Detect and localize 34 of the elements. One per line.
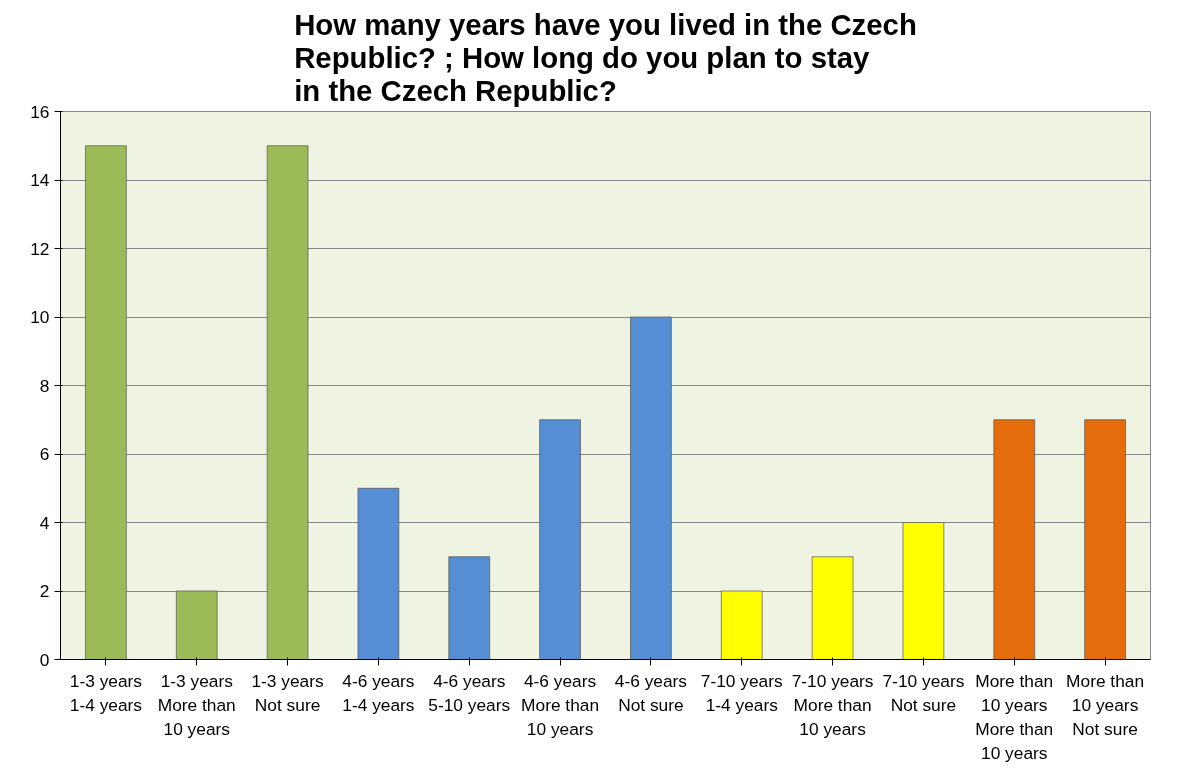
x-tick-label: 7-10 years Not sure (882, 670, 965, 715)
y-tick-label: 0 (39, 649, 50, 670)
bar (1084, 419, 1126, 660)
bar (539, 419, 581, 660)
y-tick-label: 6 (39, 444, 50, 464)
y-tick-label: 4 (39, 512, 50, 533)
bar (902, 522, 945, 660)
y-tick-label: 14 (30, 170, 50, 190)
y-tick-label: 16 (30, 101, 50, 122)
y-tick-label: 12 (30, 238, 50, 259)
x-tick-label: 1-3 years Not sure (251, 670, 325, 715)
chart-title: How many years have you lived in the Czech Republic? ; How long do you plan to stay in the Czech Republic? (294, 7, 917, 107)
bar (720, 590, 763, 660)
bar (357, 487, 400, 660)
y-tick-label: 2 (39, 581, 50, 601)
x-tick-label: 7-10 years 1-4 years (700, 670, 784, 715)
x-tick-label: 7-10 years More than 10 years (791, 670, 874, 739)
x-tick-label: More than 10 years More than 10 years (975, 670, 1054, 763)
bar (85, 145, 127, 660)
bar (266, 145, 309, 660)
y-tick-label: 8 (39, 375, 50, 396)
x-tick-label: More than 10 years Not sure (1066, 670, 1145, 739)
bar (448, 556, 491, 660)
x-tick-label: 4-6 years More than 10 years (521, 670, 600, 739)
bar (630, 316, 672, 660)
x-tick-label: 4-6 years 5-10 years (428, 670, 511, 715)
x-tick-label: 4-6 years Not sure (614, 670, 688, 715)
bar (993, 419, 1036, 660)
bar (811, 556, 854, 660)
bar (175, 590, 218, 660)
x-tick-label: 4-6 years 1-4 years (342, 670, 415, 715)
x-tick-label: 1-3 years More than 10 years (157, 670, 236, 739)
x-tick-label: 1-3 years 1-4 years (69, 670, 143, 715)
y-tick-label: 10 (30, 307, 50, 327)
